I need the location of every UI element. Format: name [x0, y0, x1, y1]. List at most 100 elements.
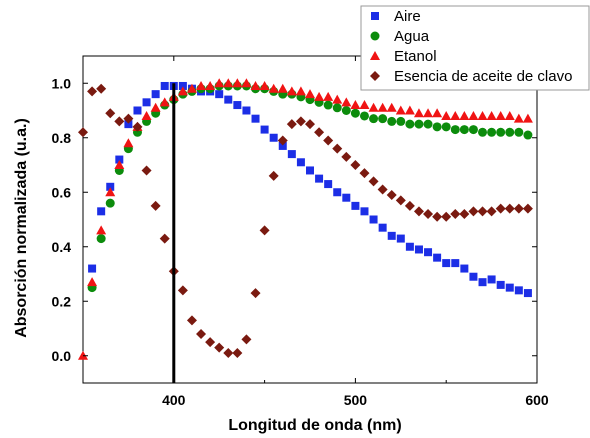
data-point: [459, 110, 470, 120]
data-point: [332, 143, 343, 154]
data-point: [232, 348, 243, 359]
y-axis-title: Absorción normalizada (u.a.): [13, 118, 30, 338]
data-point: [450, 110, 461, 120]
data-point: [377, 184, 388, 195]
data-point: [133, 106, 142, 115]
data-point: [295, 116, 306, 127]
data-point: [105, 198, 115, 208]
data-point: [277, 83, 288, 93]
data-point: [378, 223, 387, 232]
data-point: [359, 100, 370, 110]
plot-border: [82, 55, 538, 384]
data-point: [486, 110, 497, 120]
data-point: [513, 203, 524, 214]
data-point: [522, 113, 533, 123]
data-point: [341, 151, 352, 162]
data-point: [486, 206, 497, 217]
data-point: [369, 215, 378, 224]
data-point: [424, 248, 433, 257]
data-point: [413, 206, 424, 217]
legend-box: [360, 5, 590, 91]
data-point: [459, 125, 469, 135]
data-point: [96, 83, 107, 94]
legend-label: Agua: [394, 28, 430, 45]
data-point: [223, 78, 234, 88]
data-point: [468, 206, 479, 217]
data-point: [477, 110, 488, 120]
x-tick-label: 400: [162, 392, 186, 408]
data-point: [205, 80, 216, 90]
data-point: [323, 100, 333, 110]
data-point: [450, 125, 460, 135]
data-point: [323, 135, 334, 146]
data-point: [314, 91, 325, 101]
data-point: [351, 201, 360, 210]
data-point: [332, 103, 342, 113]
data-point: [377, 102, 388, 112]
data-point: [224, 95, 233, 104]
data-point: [250, 288, 261, 299]
data-point: [414, 245, 423, 254]
y-tick-label: 0.0: [52, 348, 72, 364]
data-point: [413, 108, 424, 118]
data-point: [232, 78, 243, 88]
data-point: [278, 141, 287, 150]
data-point: [387, 231, 396, 240]
data-point: [123, 138, 134, 148]
data-point: [378, 114, 388, 124]
data-point: [513, 113, 524, 123]
data-point: [477, 206, 488, 217]
legend-items: Aire Agua Etanol Esencia de aceite de clavo: [370, 8, 572, 85]
y-tick-label: 0.6: [52, 184, 72, 200]
data-point: [396, 234, 405, 243]
data-point: [451, 259, 460, 268]
data-point: [468, 125, 478, 135]
data-point: [450, 209, 461, 220]
data-point: [87, 277, 98, 287]
data-point: [132, 121, 143, 132]
data-point: [277, 135, 288, 146]
data-point: [350, 100, 361, 110]
data-point: [324, 180, 333, 189]
data-point: [523, 289, 532, 298]
data-point: [123, 113, 134, 124]
data-point: [233, 101, 242, 110]
data-point: [141, 110, 152, 120]
data-point: [205, 337, 216, 348]
data-point: [359, 168, 370, 179]
data-point: [142, 98, 151, 107]
data-point: [432, 211, 443, 222]
data-point: [314, 127, 325, 138]
data-point: [469, 272, 478, 281]
data-point: [396, 116, 406, 126]
data-point: [333, 188, 342, 197]
data-point: [150, 200, 161, 211]
data-point: [504, 203, 515, 214]
data-point: [423, 119, 433, 129]
data-point: [286, 86, 297, 96]
data-point: [296, 158, 305, 167]
data-point: [287, 150, 296, 159]
data-point: [496, 280, 505, 289]
y-tick-label: 1.0: [52, 75, 72, 91]
legend-label: Etanol: [394, 48, 437, 65]
x-tick-label: 500: [344, 392, 368, 408]
data-point: [341, 97, 352, 107]
series-circle: [87, 81, 533, 293]
y-tick-label: 0.8: [52, 130, 72, 146]
data-point: [306, 166, 314, 175]
data-point: [177, 285, 188, 296]
data-point: [495, 203, 506, 214]
data-point: [214, 78, 225, 88]
data-point: [414, 119, 424, 129]
data-point: [305, 119, 315, 130]
data-point: [342, 193, 351, 202]
data-point: [97, 207, 106, 216]
data-point: [260, 125, 269, 134]
data-point: [124, 120, 133, 129]
data-point: [160, 81, 169, 90]
data-point: [423, 108, 434, 118]
data-point: [369, 114, 379, 124]
data-point: [359, 111, 369, 121]
